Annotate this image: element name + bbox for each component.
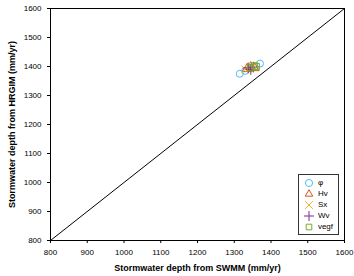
svg-text:1600: 1600 xyxy=(336,248,354,257)
html-text:Wv: Wv xyxy=(317,211,330,220)
svg-text:1100: 1100 xyxy=(24,149,42,158)
svg-text:900: 900 xyxy=(28,207,42,216)
svg-text:800: 800 xyxy=(44,248,58,257)
html-text:φ: φ xyxy=(317,178,324,187)
svg-text:1000: 1000 xyxy=(115,248,133,257)
svg-text:Stormwater depth from SWMM (mm: Stormwater depth from SWMM (mm/yr) xyxy=(114,263,281,273)
html-text:Sx: Sx xyxy=(317,200,328,209)
svg-text:1200: 1200 xyxy=(24,120,42,129)
svg-text:1100: 1100 xyxy=(152,248,170,257)
svg-text:1500: 1500 xyxy=(299,248,317,257)
html-text:vegf: vegf xyxy=(317,222,333,231)
svg-text:1000: 1000 xyxy=(24,178,42,187)
svg-text:1400: 1400 xyxy=(262,248,280,257)
html-text:Hv: Hv xyxy=(317,189,328,198)
svg-text:1300: 1300 xyxy=(24,91,42,100)
svg-text:900: 900 xyxy=(81,248,95,257)
svg-text:1500: 1500 xyxy=(24,33,42,42)
svg-text:1600: 1600 xyxy=(24,4,42,13)
svg-text:Stormwater depth from HRGIM (m: Stormwater depth from HRGIM (mm/yr) xyxy=(7,41,17,208)
svg-text:1300: 1300 xyxy=(225,248,243,257)
svg-text:1200: 1200 xyxy=(189,248,207,257)
svg-text:1400: 1400 xyxy=(24,62,42,71)
svg-text:800: 800 xyxy=(28,236,42,245)
